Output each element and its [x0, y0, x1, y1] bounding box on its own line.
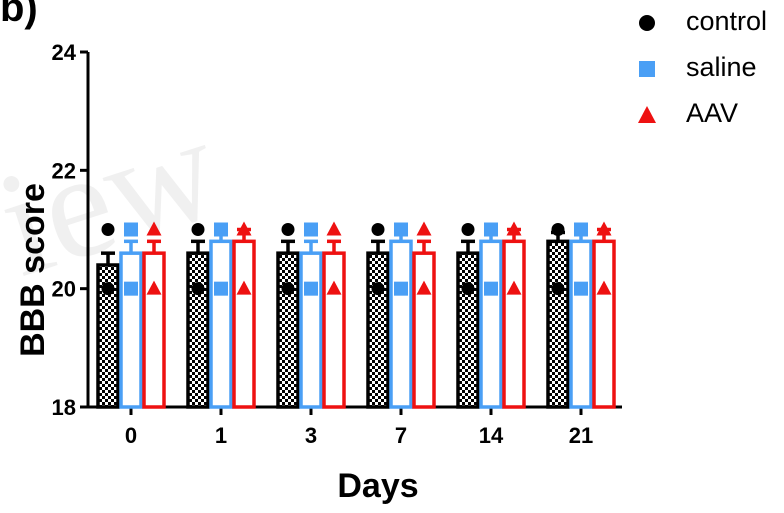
point-AAV-day-21-0: [596, 221, 612, 236]
legend-label-aav: AAV: [686, 98, 739, 128]
point-control-day-14-1: [461, 282, 475, 296]
bar-AAV-day-21: [592, 239, 616, 409]
square-marker-icon: [639, 61, 655, 77]
point-saline-day-0-1: [124, 281, 138, 296]
bar-saline-day-14: [479, 239, 503, 409]
bar-AAV-day-7: [412, 251, 436, 409]
circle-marker-icon: [639, 15, 655, 31]
point-AAV-day-14-1: [506, 280, 522, 295]
point-AAV-day-7-0: [416, 221, 432, 236]
point-control-day-1-1: [191, 282, 205, 296]
x-tick-label-0: 0: [125, 423, 137, 448]
bars: [96, 221, 616, 409]
point-saline-day-7-1: [394, 281, 408, 296]
triangle-marker-icon: [638, 106, 656, 123]
point-control-day-7-0: [371, 223, 385, 236]
point-control-day-21-1: [551, 282, 565, 296]
point-saline-day-1-1: [214, 281, 228, 296]
point-AAV-day-1-0: [236, 221, 252, 236]
point-AAV-day-7-1: [416, 280, 432, 295]
point-control-day-3-1: [281, 282, 295, 296]
axis-labels: BBB score Days: [14, 183, 419, 505]
point-AAV-day-3-1: [326, 280, 342, 295]
y-tick-label-22: 22: [52, 158, 76, 183]
y-tick-label-24: 24: [52, 40, 77, 65]
point-control-day-1-0: [191, 223, 205, 236]
x-tick-label-1: 1: [215, 423, 227, 448]
x-tick-label-3: 3: [305, 423, 317, 448]
point-saline-day-14-1: [484, 281, 498, 296]
bar-saline-day-1: [209, 239, 233, 409]
bar-control-day-1: [186, 251, 210, 409]
x-tick-label-14: 14: [479, 423, 504, 448]
point-AAV-day-14-0: [506, 221, 522, 236]
point-saline-day-21-0: [574, 222, 588, 237]
point-control-day-3-0: [281, 223, 295, 236]
point-control-day-0-0: [101, 223, 115, 236]
bar-saline-day-0: [119, 251, 143, 409]
point-saline-day-0-0: [124, 222, 138, 237]
bar-AAV-day-3: [322, 251, 346, 409]
bar-control-day-3: [276, 251, 300, 409]
x-axis-label: Days: [337, 467, 418, 505]
point-saline-day-14-0: [484, 222, 498, 237]
bar-control-day-21: [546, 239, 570, 409]
point-AAV-day-21-1: [596, 280, 612, 295]
bar-saline-day-7: [389, 239, 413, 409]
legend-label-saline: saline: [686, 52, 757, 82]
legend-label-control: control: [686, 6, 768, 36]
point-control-day-0-1: [101, 282, 115, 296]
bar-saline-day-3: [299, 251, 323, 409]
bar-control-day-14: [456, 251, 480, 409]
point-control-day-7-1: [371, 282, 385, 296]
point-AAV-day-3-0: [326, 221, 342, 236]
axes: 18 20 22 24 0 1 3 7 14 21: [52, 40, 622, 448]
x-tick-label-21: 21: [569, 423, 593, 448]
point-AAV-day-1-1: [236, 280, 252, 295]
point-AAV-day-0-1: [146, 280, 162, 295]
y-axis-label: BBB score: [14, 183, 52, 357]
y-tick-label-20: 20: [52, 277, 76, 302]
point-saline-day-3-1: [304, 281, 318, 296]
point-saline-day-21-1: [574, 281, 588, 296]
bar-control-day-7: [366, 251, 390, 409]
panel-label: b): [0, 0, 38, 30]
bar-AAV-day-0: [142, 251, 166, 409]
point-control-day-21-0: [551, 223, 565, 236]
point-saline-day-7-0: [394, 222, 408, 237]
point-control-day-14-0: [461, 223, 475, 236]
point-AAV-day-0-0: [146, 221, 162, 236]
bar-AAV-day-1: [232, 239, 256, 409]
bar-AAV-day-14: [502, 239, 526, 409]
point-saline-day-1-0: [214, 222, 228, 237]
x-tick-label-7: 7: [395, 423, 407, 448]
bar-saline-day-21: [569, 239, 593, 409]
y-tick-label-18: 18: [52, 395, 76, 420]
point-saline-day-3-0: [304, 222, 318, 237]
